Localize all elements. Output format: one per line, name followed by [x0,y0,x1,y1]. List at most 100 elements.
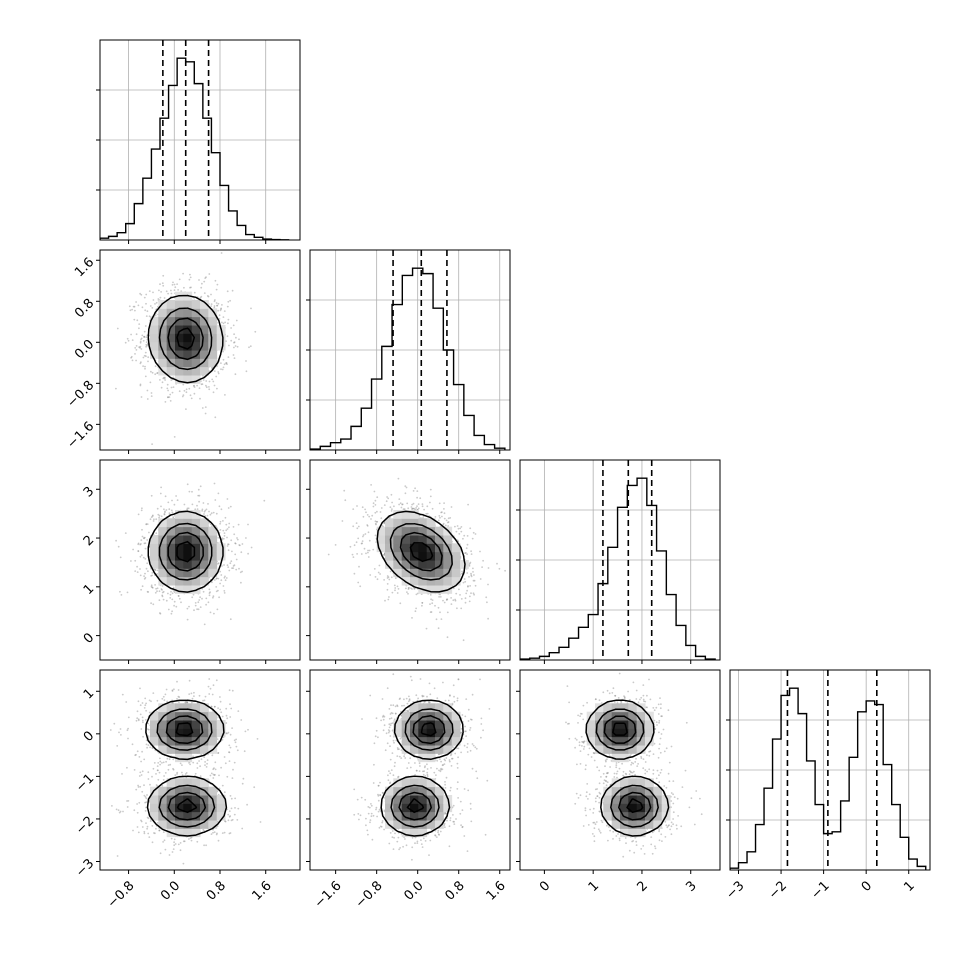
scatter-point [217,752,220,754]
scatter-point [173,604,176,607]
scatter-point [471,537,474,540]
scatter-point [213,305,216,307]
density-cell [166,341,176,351]
scatter-point [218,596,221,599]
scatter-point [168,508,171,511]
scatter-point [137,543,140,546]
scatter-point [139,785,142,788]
scatter-point [139,345,142,348]
scatter-point [445,598,448,601]
scatter-point [154,373,157,376]
scatter-point [146,344,149,347]
scatter-point [405,587,407,590]
scatter-point [208,510,210,513]
scatter-point [145,523,148,526]
scatter-point [386,496,388,498]
scatter-point [455,592,458,595]
scatter-point [173,283,176,286]
scatter-point [182,394,185,396]
scatter-point [186,507,189,510]
density-cell [410,560,419,569]
scatter-point [187,507,190,510]
scatter-point [140,361,142,364]
scatter-point [351,553,354,556]
scatter-point [166,383,169,386]
scatter-point [178,278,181,281]
scatter-point [135,359,138,362]
density-cell [426,585,436,594]
scatter-point [357,537,360,540]
scatter-point [161,589,163,591]
density-cell [410,576,419,586]
scatter-point [223,590,226,592]
scatter-point [254,330,257,333]
scatter-point [152,291,154,294]
scatter-point [470,572,472,575]
scatter-point [143,296,146,299]
scatter-point [363,547,366,550]
scatter-point [456,607,458,610]
density-cell [208,560,218,569]
scatter-point [223,592,226,594]
density-cell [150,333,159,343]
scatter-point [188,605,190,608]
histogram-panel-p1 [306,249,511,454]
scatter-point [229,299,232,302]
density-cell [191,308,201,318]
scatter-point [149,518,152,521]
scatter-point [355,522,358,524]
scatter-point [235,319,238,322]
scatter-point [214,499,217,501]
density-cell [410,526,419,536]
panel-content [115,252,257,445]
density-cell [200,366,209,376]
scatter-point [466,535,469,537]
density-cell [183,518,193,528]
scatter-point [218,318,221,320]
scatter-point [166,700,169,703]
scatter-point [144,309,147,312]
density-cell [158,333,168,343]
scatter-point [455,530,458,533]
scatter-point [437,606,440,609]
scatter-point [119,556,122,559]
scatter-point [234,542,237,545]
scatter-point [133,305,136,308]
scatter-point [250,307,252,310]
scatter-point [144,801,147,804]
scatter-point [223,535,226,537]
scatter-point [189,273,191,276]
scatter-point [134,570,137,572]
scatter-point [171,499,173,502]
scatter-point [154,832,156,835]
density-cell [166,518,176,528]
scatter-point [143,707,146,709]
scatter-point [142,556,145,559]
density-cell [435,568,444,578]
density-cell [183,375,193,384]
scatter-point [198,279,200,281]
scatter-point [429,501,431,504]
scatter-point [216,387,218,390]
density-cell [393,526,403,536]
scatter-point [226,528,229,530]
scatter-point [386,583,389,585]
scatter-point [157,298,160,300]
scatter-point [121,773,123,775]
scatter-point [144,547,147,550]
scatter-point [213,370,216,372]
scatter-point [457,527,460,530]
scatter-point [437,519,440,522]
scatter-point [202,379,205,381]
scatter-point [150,494,153,497]
scatter-point [390,510,393,512]
scatter-point [364,508,366,511]
scatter-point [143,336,146,338]
scatter-point [224,579,227,582]
scatter-point [154,584,157,586]
density-cell [150,316,159,326]
scatter-point [394,577,397,580]
scatter-point [216,304,218,307]
scatter-point [227,507,230,509]
panel-frame [519,459,721,661]
